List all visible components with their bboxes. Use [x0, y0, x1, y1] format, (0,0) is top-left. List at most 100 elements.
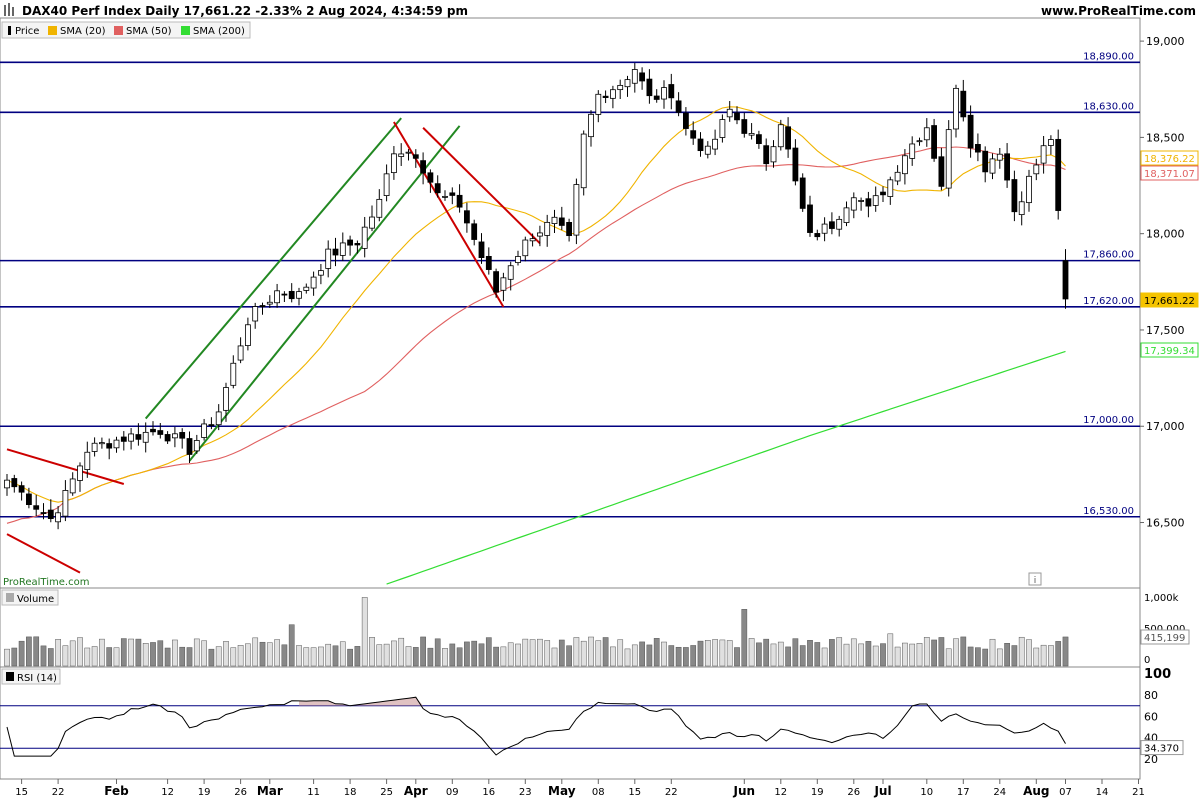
candle-body[interactable]: [610, 89, 616, 99]
candle-body[interactable]: [252, 306, 259, 322]
legend-sma20[interactable]: SMA (20): [60, 26, 106, 37]
candle-body[interactable]: [923, 127, 930, 141]
candle-body[interactable]: [1033, 164, 1040, 175]
candle-body[interactable]: [777, 124, 784, 148]
candle-body[interactable]: [398, 153, 405, 157]
candle-body[interactable]: [18, 485, 25, 493]
candle-body[interactable]: [996, 153, 1003, 161]
candle-body[interactable]: [281, 293, 288, 296]
candle-body[interactable]: [369, 216, 375, 229]
candle-body[interactable]: [821, 223, 828, 234]
candle-body[interactable]: [595, 93, 602, 115]
candle-body[interactable]: [354, 243, 361, 246]
candle-body[interactable]: [653, 95, 660, 100]
candle-body[interactable]: [1011, 179, 1018, 213]
candle-body[interactable]: [551, 216, 558, 224]
candle-body[interactable]: [850, 197, 857, 211]
candle-body[interactable]: [91, 442, 98, 452]
candle-body[interactable]: [259, 305, 266, 308]
candle-body[interactable]: [150, 428, 156, 433]
info-icon[interactable]: [1028, 572, 1042, 586]
candle-body[interactable]: [975, 144, 981, 153]
candle-body[interactable]: [1062, 260, 1069, 300]
candle-body[interactable]: [741, 119, 748, 134]
candle-body[interactable]: [412, 154, 419, 159]
candle-body[interactable]: [690, 130, 697, 139]
candle-body[interactable]: [697, 138, 704, 152]
candle-body[interactable]: [120, 436, 127, 442]
candle-body[interactable]: [449, 192, 456, 196]
candle-body[interactable]: [237, 345, 244, 361]
candle-body[interactable]: [858, 200, 864, 202]
candle-body[interactable]: [106, 443, 113, 449]
candle-body[interactable]: [668, 84, 675, 99]
candle-body[interactable]: [77, 465, 83, 481]
candle-body[interactable]: [339, 242, 346, 256]
candle-body[interactable]: [84, 451, 91, 470]
candle-body[interactable]: [507, 265, 514, 280]
candle-body[interactable]: [748, 133, 755, 136]
candle-body[interactable]: [872, 195, 879, 206]
candle-body[interactable]: [1018, 201, 1025, 216]
candle-body[interactable]: [544, 221, 551, 236]
candle-body[interactable]: [288, 290, 295, 300]
candle-body[interactable]: [11, 478, 18, 488]
candle-body[interactable]: [573, 184, 580, 236]
candle-body[interactable]: [193, 440, 200, 452]
trendline[interactable]: [422, 127, 541, 245]
trendline[interactable]: [6, 448, 125, 485]
candle-body[interactable]: [894, 171, 901, 182]
candle-body[interactable]: [478, 241, 485, 259]
candle-body[interactable]: [719, 119, 726, 138]
candle-body[interactable]: [69, 478, 76, 494]
legend-price[interactable]: Price: [15, 26, 39, 37]
candle-body[interactable]: [456, 194, 463, 208]
candle-body[interactable]: [982, 150, 989, 173]
candle-body[interactable]: [463, 210, 470, 224]
candle-body[interactable]: [208, 424, 215, 427]
candle-body[interactable]: [792, 147, 799, 182]
candle-body[interactable]: [361, 226, 368, 249]
candle-body[interactable]: [602, 95, 609, 98]
candle-body[interactable]: [376, 198, 383, 218]
candle-body[interactable]: [310, 276, 317, 289]
candle-body[interactable]: [624, 79, 631, 88]
candle-body[interactable]: [142, 431, 149, 443]
candle-body[interactable]: [617, 84, 624, 91]
candle-body[interactable]: [909, 143, 916, 159]
candle-body[interactable]: [500, 277, 507, 291]
candle-body[interactable]: [814, 233, 821, 238]
candle-body[interactable]: [843, 207, 850, 223]
candle-body[interactable]: [566, 222, 572, 237]
trendline[interactable]: [393, 121, 505, 308]
candle-body[interactable]: [157, 430, 164, 435]
candle-body[interactable]: [902, 155, 908, 175]
candle-body[interactable]: [646, 78, 653, 97]
candle-body[interactable]: [734, 112, 740, 121]
candle-body[interactable]: [332, 248, 339, 256]
candle-body[interactable]: [683, 112, 689, 129]
candle-body[interactable]: [186, 438, 193, 455]
candle-body[interactable]: [62, 490, 69, 517]
legend-sma200[interactable]: SMA (200): [193, 26, 245, 37]
candle-body[interactable]: [244, 324, 251, 346]
candle-body[interactable]: [989, 158, 996, 174]
candle-body[interactable]: [515, 256, 521, 264]
candle-body[interactable]: [960, 90, 967, 118]
candle-body[interactable]: [712, 138, 718, 150]
candle-body[interactable]: [383, 173, 390, 196]
candle-body[interactable]: [171, 433, 178, 439]
trendline[interactable]: [144, 117, 402, 420]
candle-body[interactable]: [580, 133, 587, 189]
candle-body[interactable]: [4, 479, 10, 489]
candle-body[interactable]: [1004, 153, 1010, 181]
candle-body[interactable]: [317, 270, 324, 276]
candle-body[interactable]: [325, 248, 332, 269]
candle-body[interactable]: [829, 221, 835, 229]
candle-body[interactable]: [756, 134, 762, 145]
candle-body[interactable]: [40, 512, 47, 514]
trendline[interactable]: [6, 533, 81, 574]
candle-body[interactable]: [33, 505, 40, 510]
candle-body[interactable]: [785, 126, 791, 150]
